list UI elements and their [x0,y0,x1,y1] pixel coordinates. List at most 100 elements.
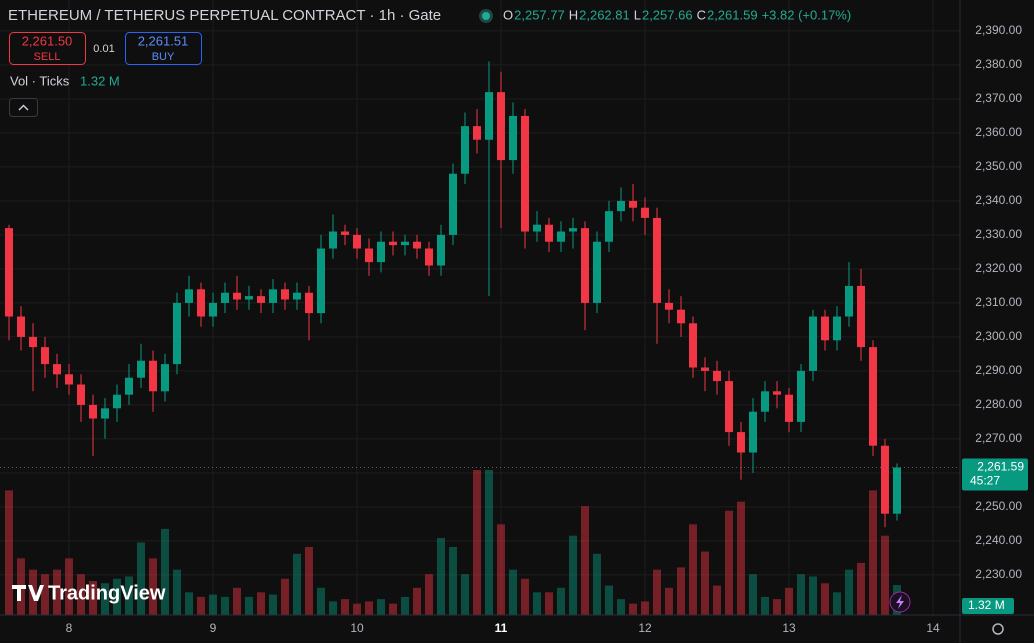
candle-body [785,394,793,422]
candle-body [641,207,649,218]
volume-bar [785,587,793,615]
candle-body [77,384,85,405]
volume-bar [533,592,541,615]
y-tick-label: 2,280.00 [975,397,1022,411]
candle-body [5,228,13,317]
volume-bar [869,490,877,615]
volume-bar [713,585,721,615]
lightning-icon [896,595,904,609]
candle-body [449,173,457,235]
sell-button[interactable] [9,32,86,65]
volume-bar [161,528,169,615]
y-tick-label: 2,240.00 [975,533,1022,547]
candle-body [161,364,169,392]
volume-bar [305,547,313,615]
y-tick-label: 2,370.00 [975,91,1022,105]
legend-key: C [697,7,706,22]
x-tick-label: 13 [782,621,796,635]
candle-body [737,432,745,453]
volume-bar [173,569,181,615]
volume-bar [425,574,433,615]
volume-bar [185,592,193,615]
overlay: ETHEREUM / TETHERUS PERPETUAL CONTRACT ·… [8,7,1004,635]
volume-bar [653,569,661,615]
legend-value: 2,262.81 [579,7,630,22]
candle-body [749,411,757,453]
volume-bar [245,596,253,615]
candle-body [809,316,817,371]
y-tick-label: 2,340.00 [975,193,1022,207]
candle-body [629,200,637,208]
y-tick-label: 2,310.00 [975,295,1022,309]
candle-body [341,231,349,235]
watermark: TradingView [48,582,166,604]
volume-bar [197,596,205,615]
legend-value: 2,257.77 [514,7,565,22]
candle-body [305,292,313,314]
volume-bar [689,524,697,615]
candle-body [677,309,685,324]
candle-body [821,316,829,341]
volume-bar [209,594,217,615]
spread: 0.01 [93,43,114,55]
collapse-button[interactable] [9,98,38,117]
volume-bar [749,574,757,615]
candle-body [857,285,865,348]
settings-icon[interactable] [992,623,1004,635]
volume-bar [389,603,397,615]
volume-bar [137,542,145,615]
candle-body [89,404,97,419]
volume-bar [149,558,157,615]
candle-body [389,241,397,246]
volume-bar [221,596,229,615]
volume-bar [449,547,457,615]
candle-body [689,323,697,368]
legend-key: L [634,7,641,22]
x-tick-label: 11 [495,621,508,635]
ohlc-legend: O 2,257.77 H 2,262.81 L 2,257.66 C 2,261.59 +3.8… [503,7,851,22]
volume-bar [317,587,325,615]
status-dot [482,12,490,20]
candle-body [545,224,553,242]
candle-body [353,234,361,249]
volume-bar [353,603,361,615]
sell-label: SELL [34,51,61,63]
y-tick-label: 2,230.00 [975,567,1022,581]
volume-bar [617,599,625,615]
candle-body [773,391,781,395]
candle-body [257,296,265,303]
candle-body [329,231,337,249]
volume-bar [485,469,493,615]
candle-body [221,292,229,303]
volume-bar [509,569,517,615]
volume-bar [41,574,49,615]
y-tick-label: 2,380.00 [975,57,1022,71]
collapse-icon [18,104,29,111]
candle-body [149,360,157,392]
volume-bar [605,585,613,615]
y-tick-label: 2,320.00 [975,261,1022,275]
buy-button[interactable] [125,32,202,65]
volume-bar [437,537,445,615]
axes: 2,230.002,240.002,250.002,260.002,270.00… [0,23,1028,635]
volume-bar [557,587,565,615]
watermark-logo [12,585,44,601]
y-tick-label: 2,250.00 [975,499,1022,513]
volume-bar [329,601,337,615]
candle-body [293,292,301,300]
candle-body [701,367,709,371]
candle-body [893,467,901,514]
volume-bar [65,558,73,615]
volume-bar [293,553,301,615]
last-price-box [962,458,1028,491]
candle-body [233,292,241,300]
volume-bar [413,587,421,615]
candle-body [365,248,373,263]
legend-value: 2,257.66 [642,7,693,22]
candle-body [197,289,205,317]
candle-body [605,211,613,242]
volume-bar [701,551,709,615]
candle-body [869,347,877,446]
candle-body [41,347,49,365]
